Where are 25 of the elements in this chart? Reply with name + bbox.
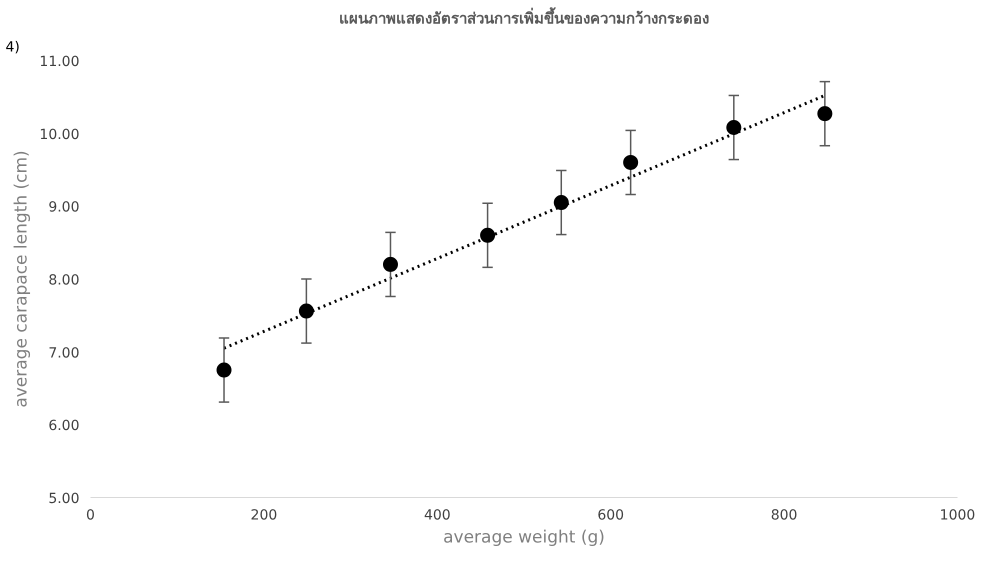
point xyxy=(382,256,398,272)
x-tick-label: 600 xyxy=(597,508,624,524)
point xyxy=(216,362,232,378)
y-tick-label: 5.00 xyxy=(48,491,80,507)
text: 4) xyxy=(6,40,20,56)
x-tick-label: 400 xyxy=(424,508,451,524)
y-tick-label: 11.00 xyxy=(39,54,80,70)
point xyxy=(817,106,832,122)
y-tick-label: 10.00 xyxy=(39,126,80,143)
point xyxy=(554,195,569,210)
point xyxy=(726,120,742,135)
y-tick-label: 7.00 xyxy=(48,345,80,362)
x-tick-label: 200 xyxy=(250,508,278,524)
point xyxy=(298,304,314,319)
x-tick-label: 0 xyxy=(86,508,95,524)
y-tick-label: 6.00 xyxy=(48,418,80,434)
y-tick-label: 8.00 xyxy=(48,272,80,288)
point xyxy=(623,154,638,170)
y-tick-label: 9.00 xyxy=(48,200,80,216)
x-tick-label: 1000 xyxy=(940,508,976,524)
x-axis-title: average weight (g) xyxy=(443,528,605,548)
x-tick-label: 800 xyxy=(770,508,798,524)
chart-title: แผนภาพแสดงอัตราส่วนการเพิ่มขึ้นของความกว้างกระดอง xyxy=(339,6,709,28)
y-axis-title: average carapace length (cm) xyxy=(11,150,32,408)
point xyxy=(480,228,496,243)
